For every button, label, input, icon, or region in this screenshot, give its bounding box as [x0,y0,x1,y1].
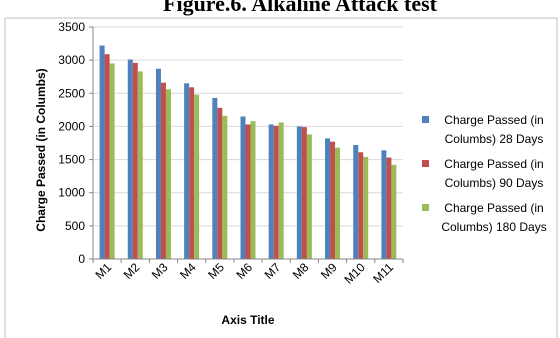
legend-swatch [422,116,429,123]
y-tick-label: 0 [78,252,85,266]
legend-label: Columbs) 28 Days [445,132,544,146]
legend-label: Columbs) 90 Days [445,176,544,190]
bar [165,89,171,260]
bar [109,63,115,260]
bar [268,124,274,259]
bars [99,45,397,260]
legend-label: Charge Passed (in [444,201,543,215]
bar [386,157,392,259]
bar [212,97,218,259]
bar [273,125,279,259]
legend-label: Charge Passed (in [444,157,543,171]
y-tick-label: 2000 [58,119,85,133]
bar [222,115,228,259]
y-tick-label: 3000 [58,53,85,67]
bar [335,147,341,259]
bar [127,59,133,260]
bar [325,138,331,259]
bar [240,116,246,259]
bar [184,83,190,259]
y-tick-label: 1500 [58,153,85,167]
bar [330,141,336,259]
legend-swatch [422,204,429,211]
bar [363,156,369,259]
y-tick-labels: 0 500 1000 1500 2000 2500 3000 3500 [58,20,93,266]
bar [250,121,256,259]
y-tick-label: 2500 [58,86,85,100]
bar [217,107,223,260]
y-tick-label: 1000 [58,186,85,200]
x-axis-title: Axis Title [221,313,274,327]
legend: Charge Passed (in Columbs) 28 Days Charge … [422,113,547,234]
y-tick-label: 500 [65,219,85,233]
y-axis-title: Charge Passed (in Columbs) [34,68,48,231]
bar [306,134,312,259]
bar [160,82,166,260]
bar [278,122,284,259]
bar [194,94,200,260]
bar [245,124,251,259]
chart-title: Figure.6. Alkaline Attack test [163,0,438,16]
bar [132,62,138,260]
legend-label: Charge Passed (in [444,113,543,127]
bar [381,150,387,259]
bar [104,54,110,260]
bar [358,152,364,259]
bar [301,127,307,259]
legend-swatch [422,160,429,167]
y-tick-label: 3500 [58,20,85,34]
legend-label: Columbs) 180 Days [441,220,546,234]
bar [137,71,143,259]
bar [99,45,105,260]
bar [155,68,161,259]
bar [391,164,397,259]
bar [353,144,359,259]
bar [189,87,195,259]
axes [92,27,404,263]
bar [296,126,302,259]
